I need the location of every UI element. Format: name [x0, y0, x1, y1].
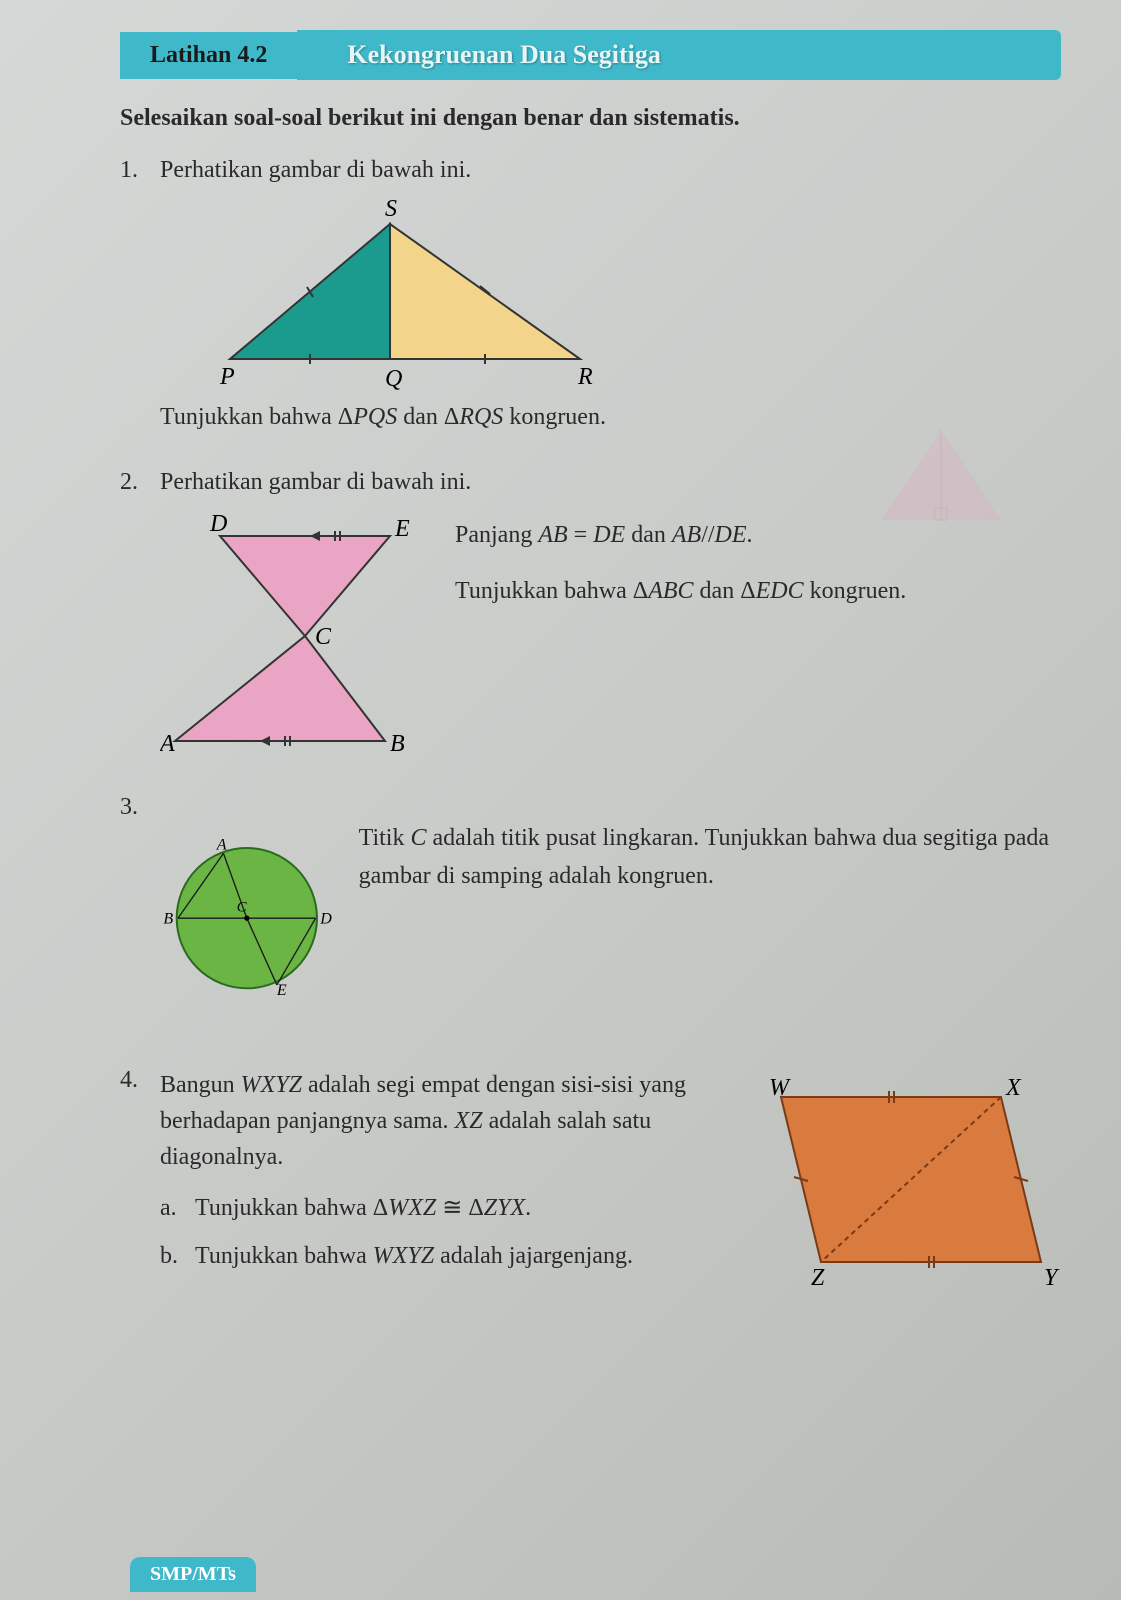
problem-text: Bangun WXYZ adalah segi empat dengan sis…	[160, 1067, 721, 1175]
sub-item-a: a. Tunjukkan bahwa ΔWXZ ≅ ΔZYX.	[160, 1190, 721, 1226]
problem4-text-col: Bangun WXYZ adalah segi empat dengan sis…	[160, 1067, 721, 1287]
sub-text: Tunjukkan bahwa ΔWXZ ≅ ΔZYX.	[195, 1190, 531, 1226]
svg-text:D: D	[319, 911, 332, 928]
page-content: Latihan 4.2 Kekongruenan Dua Segitiga Se…	[50, 0, 1101, 1600]
figure-circle-triangles: A B C D E	[160, 794, 334, 1039]
problem-4: 4. Bangun WXYZ adalah segi empat dengan …	[120, 1067, 1061, 1287]
svg-text:E: E	[276, 982, 287, 999]
sub-text: Tunjukkan bahwa WXYZ adalah jajargenjang…	[195, 1238, 633, 1274]
svg-text:R: R	[577, 364, 593, 390]
header-bar: Latihan 4.2 Kekongruenan Dua Segitiga	[120, 30, 1061, 80]
problem-number: 2.	[120, 469, 160, 766]
problem-1: 1. Perhatikan gambar di bawah ini. S P Q…	[120, 157, 1061, 441]
figure-row: A B C D E Titik C adalah titik pusat lin…	[160, 794, 1061, 1039]
figure-row: D E C A B Panjang AB = DE dan AB//DE. Tu…	[160, 506, 1061, 766]
line1: Panjang AB = DE dan AB//DE.	[455, 516, 906, 554]
problem-body: Perhatikan gambar di bawah ini. S P Q R …	[160, 157, 1061, 441]
svg-text:W: W	[769, 1075, 791, 1101]
topic-label: Kekongruenan Dua Segitiga	[297, 30, 1061, 80]
svg-text:Y: Y	[1044, 1265, 1060, 1287]
svg-text:S: S	[385, 196, 397, 222]
figure-parallelogram: W X Z Y	[751, 1067, 1061, 1287]
sub-item-b: b. Tunjukkan bahwa WXYZ adalah jajargenj…	[160, 1238, 721, 1274]
ghost-triangle-icon	[871, 420, 1011, 530]
problem4-row: Bangun WXYZ adalah segi empat dengan sis…	[160, 1067, 1061, 1287]
problem-body: Bangun WXYZ adalah segi empat dengan sis…	[160, 1067, 1061, 1287]
svg-text:E: E	[394, 516, 410, 542]
sub-list: a. Tunjukkan bahwa ΔWXZ ≅ ΔZYX. b. Tunju…	[160, 1190, 721, 1274]
problem-number: 1.	[120, 157, 160, 441]
sub-label: a.	[160, 1190, 195, 1226]
svg-text:X: X	[1005, 1075, 1022, 1101]
svg-text:A: A	[160, 731, 175, 757]
figure-bowtie: D E C A B	[160, 506, 430, 766]
svg-text:B: B	[163, 911, 173, 928]
figure-triangle-pqs-rqs: S P Q R	[160, 194, 620, 394]
svg-text:Z: Z	[811, 1265, 825, 1287]
instruction-text: Selesaikan soal-soal berikut ini dengan …	[120, 105, 1061, 132]
svg-text:B: B	[390, 731, 405, 757]
problem-body: A B C D E Titik C adalah titik pusat lin…	[160, 794, 1061, 1039]
svg-text:D: D	[209, 511, 227, 537]
figure-caption: Titik C adalah titik pusat lingkaran. Tu…	[359, 794, 1061, 896]
exercise-tab: Latihan 4.2	[120, 32, 297, 79]
sub-label: b.	[160, 1238, 195, 1274]
svg-text:C: C	[315, 624, 332, 650]
svg-text:A: A	[216, 836, 227, 853]
problem-number: 4.	[120, 1067, 160, 1287]
svg-text:P: P	[219, 364, 235, 390]
figure-caption: Panjang AB = DE dan AB//DE. Tunjukkan ba…	[455, 506, 906, 611]
svg-text:C: C	[237, 899, 247, 915]
problem-3: 3. A B C D E Titik C adalah titik p	[120, 794, 1061, 1039]
line2: Tunjukkan bahwa ΔABC dan ΔEDC kongruen.	[455, 572, 906, 610]
problem-text: Perhatikan gambar di bawah ini.	[160, 157, 1061, 184]
problem-number: 3.	[120, 794, 160, 1039]
footer-tab: SMP/MTs	[130, 1557, 256, 1592]
svg-text:Q: Q	[385, 366, 402, 392]
